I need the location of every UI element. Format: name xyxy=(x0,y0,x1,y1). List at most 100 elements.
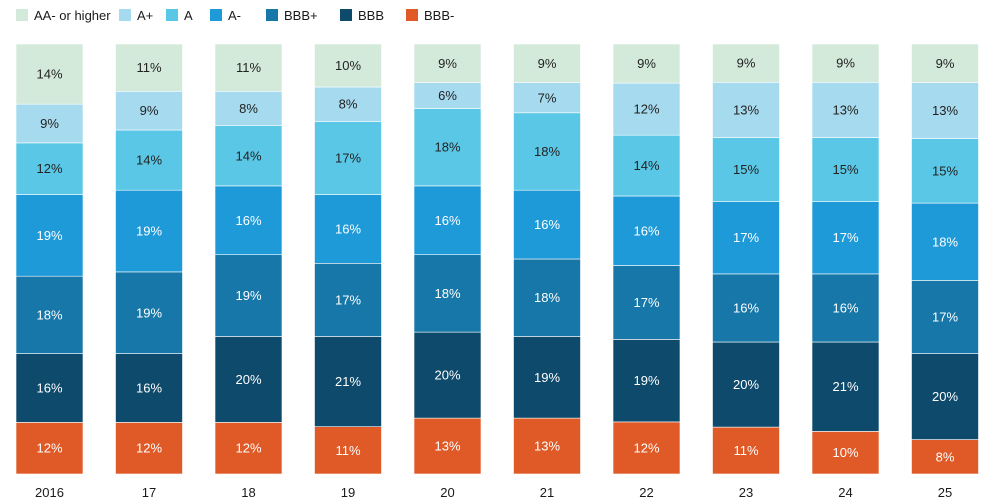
bar-segment-a xyxy=(911,82,979,139)
bar-segment-bbb xyxy=(513,258,581,337)
data-label: 19% xyxy=(136,305,162,320)
data-label: 16% xyxy=(633,223,659,238)
bar-segment-aa-or-higher xyxy=(712,43,780,83)
data-label: 16% xyxy=(832,301,858,316)
data-label: 16% xyxy=(235,213,261,228)
bar-segment-aa-or-higher xyxy=(214,43,283,92)
data-label: 17% xyxy=(335,292,361,307)
data-label: 16% xyxy=(136,381,162,396)
data-label: 16% xyxy=(733,301,759,316)
data-label: 20% xyxy=(932,389,958,404)
bar-group-17: 12% 16% 19% 19% 14% 9% 11% xyxy=(115,43,183,475)
bar-segment-a xyxy=(513,82,581,114)
data-label: 19% xyxy=(534,370,560,385)
data-label: 17% xyxy=(335,150,361,165)
bar-segment-bbb xyxy=(911,439,979,475)
legend-swatch xyxy=(406,9,418,21)
legend-swatch xyxy=(210,9,222,21)
bar-segment-bbb xyxy=(115,353,183,423)
data-label: 14% xyxy=(235,148,261,163)
data-label: 16% xyxy=(335,221,361,236)
data-label: 9% xyxy=(637,56,656,71)
legend-label: BBB- xyxy=(424,7,455,23)
bar-segment-a xyxy=(811,137,880,202)
data-label: 15% xyxy=(733,162,759,177)
bar-segment-bbb xyxy=(612,339,681,423)
data-label: 9% xyxy=(438,56,457,71)
bar-segment-bbb xyxy=(314,336,382,427)
legend-item-a: A- xyxy=(210,4,241,26)
data-label: 19% xyxy=(136,224,162,239)
legend-swatch xyxy=(16,9,28,21)
x-tick-label: 2016 xyxy=(35,485,64,500)
bar-segment-aa-or-higher xyxy=(811,43,880,83)
legend-item-aa-or-higher: AA- or higher xyxy=(16,4,111,26)
bar-group-20: 13% 20% 18% 16% 18% 6% 9% xyxy=(413,43,482,475)
data-label: 14% xyxy=(633,158,659,173)
legend-item-bbb: BBB xyxy=(340,4,384,26)
bar-segment-bbb xyxy=(314,426,382,475)
bar-segment-bbb xyxy=(712,341,780,428)
x-tick-label: 24 xyxy=(838,485,852,500)
x-tick-label: 25 xyxy=(938,485,952,500)
bar-segment-a xyxy=(214,185,283,255)
data-label: 14% xyxy=(136,153,162,168)
legend-item-a: A+ xyxy=(119,4,153,26)
data-label: 18% xyxy=(36,307,62,322)
data-label: 12% xyxy=(633,440,659,455)
bar-segment-a xyxy=(15,142,84,195)
bar-segment-bbb xyxy=(214,254,283,337)
bar-segment-a xyxy=(811,201,880,275)
data-label: 13% xyxy=(534,439,560,454)
x-tick-label: 18 xyxy=(241,485,255,500)
bar-segment-bbb xyxy=(712,426,780,475)
bar-segment-bbb xyxy=(811,273,880,343)
bar-segment-a xyxy=(811,82,880,138)
data-label: 17% xyxy=(633,295,659,310)
data-label: 13% xyxy=(434,439,460,454)
legend-label: BBB+ xyxy=(284,7,318,23)
bar-segment-bbb xyxy=(214,336,283,423)
bar-segment-a xyxy=(115,189,183,273)
bar-segment-a xyxy=(413,82,482,109)
data-label: 18% xyxy=(534,290,560,305)
bar-segment-bbb xyxy=(911,353,979,440)
bar-segment-bbb xyxy=(214,422,283,475)
bar-group-21: 13% 19% 18% 16% 18% 7% 9% xyxy=(513,43,581,475)
legend-swatch xyxy=(340,9,352,21)
data-label: 19% xyxy=(36,228,62,243)
legend-swatch xyxy=(119,9,131,21)
x-tick-label: 21 xyxy=(540,485,554,500)
bar-segment-a xyxy=(314,194,382,264)
data-label: 18% xyxy=(932,234,958,249)
bar-group-2016: 12% 16% 18% 19% 12% 9% 14% xyxy=(15,43,84,475)
data-label: 19% xyxy=(235,288,261,303)
data-label: 21% xyxy=(832,379,858,394)
data-label: 9% xyxy=(40,116,59,131)
data-label: 9% xyxy=(538,56,557,71)
data-label: 7% xyxy=(538,90,557,105)
bar-segment-a xyxy=(911,138,979,204)
data-label: 15% xyxy=(832,162,858,177)
data-label: 20% xyxy=(733,377,759,392)
data-label: 17% xyxy=(932,310,958,325)
data-label: 11% xyxy=(136,60,161,75)
data-label: 18% xyxy=(434,286,460,301)
data-label: 16% xyxy=(36,381,62,396)
data-label: 13% xyxy=(932,103,958,118)
bar-segment-aa-or-higher xyxy=(413,43,482,84)
data-label: 6% xyxy=(438,88,457,103)
bar-segment-a xyxy=(214,125,283,187)
bar-segment-aa-or-higher xyxy=(314,43,382,88)
bar-segment-a xyxy=(115,129,183,191)
data-label: 10% xyxy=(832,445,858,460)
legend-label: AA- or higher xyxy=(34,7,111,23)
data-label: 20% xyxy=(434,368,460,383)
data-label: 9% xyxy=(737,56,756,71)
data-label: 11% xyxy=(236,60,261,75)
bar-segment-a xyxy=(314,121,382,195)
bar-segment-bbb xyxy=(413,254,482,333)
bar-segment-bbb xyxy=(612,265,681,340)
bar-segment-bbb xyxy=(15,422,84,475)
data-label: 21% xyxy=(335,374,361,389)
